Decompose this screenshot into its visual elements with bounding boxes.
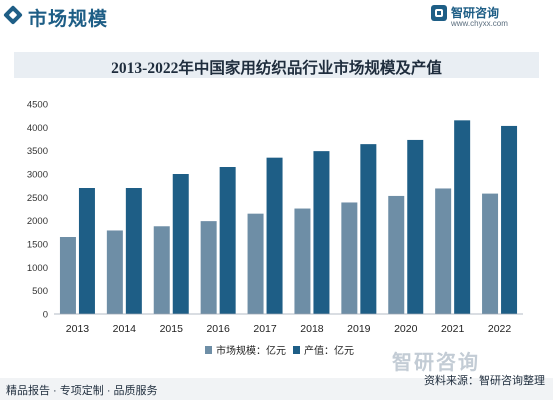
- y-tick-label: 0: [43, 310, 48, 321]
- y-tick-label: 3500: [27, 146, 48, 157]
- market-size-bar-2022: [482, 193, 499, 314]
- y-tick-label: 1500: [27, 240, 48, 251]
- x-tick-label: 2017: [253, 323, 277, 335]
- bars: [59, 120, 518, 314]
- y-tick-label: 2500: [27, 193, 48, 204]
- market-size-bar-2017: [247, 213, 264, 314]
- x-tick-label: 2019: [347, 323, 371, 335]
- footer-bar: 精品报告 · 专项定制 · 品质服务 资料来源：智研咨询整理: [0, 375, 553, 400]
- output-value-bar-2019: [360, 144, 377, 314]
- brand-name: 智研咨询: [451, 6, 500, 20]
- market-size-bar-2018: [294, 208, 311, 314]
- chart-title: 2013-2022年中国家用纺织品行业市场规模及产值: [111, 60, 442, 77]
- output-value-bar-2015: [172, 174, 189, 314]
- y-tick-label: 3000: [27, 170, 48, 181]
- chart-title-band: 2013-2022年中国家用纺织品行业市场规模及产值: [14, 52, 539, 78]
- output-value-bar-2020: [407, 139, 424, 314]
- brand-url: www.chyxx.com: [451, 19, 508, 28]
- market-size-bar-2016: [200, 221, 217, 314]
- output-value-bar-2014: [125, 188, 142, 314]
- output-value-bar-2018: [313, 151, 330, 314]
- bar-chart: 0 500 1000 1500 2000 2500 3000 3500 4000 4500 201…: [27, 100, 523, 357]
- legend-swatch: [293, 346, 300, 354]
- brand-logo-icon: [431, 5, 447, 21]
- output-value-bar-2022: [501, 125, 518, 314]
- footer-watermark: 智研咨询: [392, 352, 480, 374]
- x-tick-label: 2014: [113, 323, 137, 335]
- y-tick-label: 4500: [27, 100, 48, 111]
- source-note: 资料来源：智研咨询整理: [424, 375, 545, 387]
- market-size-bar-2014: [106, 230, 123, 314]
- legend-swatch: [205, 346, 212, 354]
- section-title: 市场规模: [28, 9, 109, 30]
- x-tick-label: 2022: [488, 323, 512, 335]
- output-value-bar-2013: [78, 188, 95, 314]
- y-tick-label: 2000: [27, 216, 48, 227]
- x-tick-label: 2016: [206, 323, 230, 335]
- y-tick-label: 1000: [27, 263, 48, 274]
- footer-slogan: 精品报告 · 专项定制 · 品质服务: [6, 385, 158, 397]
- market-size-bar-2020: [388, 195, 405, 314]
- x-tick-label: 2018: [300, 323, 324, 335]
- x-axis: 2013 2014 2015 2016 2017 2018 2019 2020 2021 2022: [54, 313, 523, 335]
- output-value-bar-2021: [454, 120, 471, 314]
- x-tick-label: 2021: [441, 323, 465, 335]
- market-size-bar-2019: [341, 202, 358, 314]
- market-size-bar-2013: [59, 237, 76, 314]
- output-value-bar-2017: [266, 157, 283, 314]
- market-size-bar-2015: [153, 226, 170, 314]
- section-diamond-icon: [3, 5, 23, 25]
- x-tick-label: 2020: [394, 323, 418, 335]
- y-axis: 0 500 1000 1500 2000 2500 3000 3500 4000 4500: [27, 100, 48, 321]
- legend-label: 市场规模：亿元: [216, 344, 286, 357]
- header: 市场规模 智研咨询 www.chyxx.com: [0, 0, 553, 30]
- market-size-bar-2021: [435, 188, 452, 314]
- y-tick-label: 4000: [27, 123, 48, 134]
- output-value-bar-2016: [219, 167, 236, 314]
- x-tick-label: 2015: [160, 323, 184, 335]
- y-tick-label: 500: [32, 286, 48, 297]
- legend-label: 产值：亿元: [304, 344, 354, 357]
- x-tick-label: 2013: [66, 323, 90, 335]
- brand: 智研咨询 www.chyxx.com: [431, 3, 541, 29]
- legend: 市场规模：亿元 产值：亿元: [205, 344, 354, 357]
